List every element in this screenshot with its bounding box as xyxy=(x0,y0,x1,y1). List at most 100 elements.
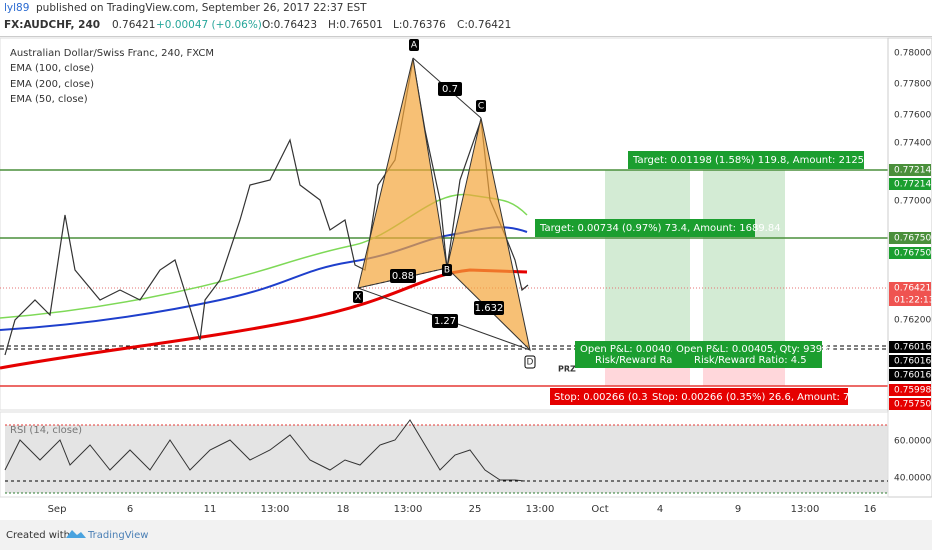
price-label: 0.76750 xyxy=(894,249,931,259)
close: C:0.76421 xyxy=(457,19,511,31)
open: O:0.76423 xyxy=(262,19,317,31)
target-label: Target: 0.01198 (1.58%) 119.8, Amount: 2… xyxy=(632,155,880,166)
time-label: 25 xyxy=(469,504,482,515)
price-path xyxy=(4,59,529,356)
rr-label: Risk/Reward Ratio: 4.5 xyxy=(595,355,708,366)
target-label: Target: 0.00734 (0.97%) 73.4, Amount: 16… xyxy=(539,223,781,234)
point-label: B xyxy=(444,266,450,276)
price-label: 0.77400 xyxy=(894,139,931,149)
price-label: 0.77214 xyxy=(894,180,931,190)
time-label: 9 xyxy=(735,504,741,515)
time-label: 6 xyxy=(127,504,133,515)
ratio-label: 1.632 xyxy=(475,303,504,314)
price-label: 0.78000 xyxy=(894,49,931,59)
brand[interactable]: TradingView xyxy=(87,530,148,541)
countdown: 01:22:13 xyxy=(894,296,932,306)
price-tag xyxy=(889,355,931,367)
rsi-axis-label: 60.0000 xyxy=(894,437,931,447)
price-tag xyxy=(889,164,931,176)
price-tag xyxy=(889,294,931,306)
time-label: Sep xyxy=(48,504,67,515)
divider xyxy=(0,36,932,37)
ratio-box xyxy=(390,269,416,283)
time-label: 16 xyxy=(864,504,877,515)
point-box xyxy=(353,291,363,303)
target-box xyxy=(535,219,755,237)
main-pane: A C X B D 0.7 0.88 1.632 1.27 PRZ Target… xyxy=(0,37,889,411)
published: published on TradingView.com, September … xyxy=(36,2,367,14)
high: H:0.76501 xyxy=(328,19,383,31)
ratio-box xyxy=(432,314,458,328)
point-label: A xyxy=(411,41,418,51)
legend-item: EMA (100, close) xyxy=(10,63,94,74)
symbol: FX:AUDCHF, 240 xyxy=(4,19,100,31)
price-label: 0.75750 xyxy=(894,400,931,410)
user[interactable]: lyl89 xyxy=(4,2,29,14)
price-tag xyxy=(889,384,931,396)
time-label: 13:00 xyxy=(526,504,555,515)
point-label: C xyxy=(478,102,484,112)
stop-box xyxy=(550,388,650,405)
price-label: 0.76016 xyxy=(894,343,931,353)
time-axis: Sep 6 11 13:00 18 13:00 25 13:00 Oct 4 9… xyxy=(48,504,877,515)
point-label: X xyxy=(355,293,361,303)
price-tag xyxy=(889,178,931,190)
ema-200 xyxy=(0,268,528,370)
stop-box xyxy=(648,388,848,405)
time-label: 13:00 xyxy=(791,504,820,515)
rsi-axis-label: 40.0000 xyxy=(894,474,931,484)
change: +0.00047 (+0.06%) xyxy=(156,19,262,31)
rsi-title: RSI (14, close) xyxy=(10,425,82,436)
rr-label: Risk/Reward Ratio: 4.5 xyxy=(694,355,807,366)
pnl-box xyxy=(575,341,675,368)
footer xyxy=(0,520,932,550)
point-box xyxy=(409,39,419,51)
pnl-box xyxy=(672,341,822,368)
time-label: 13:00 xyxy=(394,504,423,515)
rsi-line xyxy=(4,419,526,482)
price-label: 0.77000 xyxy=(894,197,931,207)
point-box xyxy=(524,355,536,369)
price-tag xyxy=(889,369,931,381)
time-label: 18 xyxy=(337,504,350,515)
price-label: 0.76016 xyxy=(894,357,931,367)
time-label: 13:00 xyxy=(261,504,290,515)
stop-label: Stop: 0.00266 (0.35%) 26.6, Amount: 750 xyxy=(652,392,862,403)
price-label: 0.77600 xyxy=(894,111,931,121)
stop-label: Stop: 0.00266 (0.35%) 26.6, Amount: 750 xyxy=(554,392,764,403)
rsi-band xyxy=(5,425,888,493)
price-label: 0.76016 xyxy=(894,371,931,381)
time-label: 4 xyxy=(657,504,663,515)
price-label: 0.76200 xyxy=(894,316,931,326)
ratio-box xyxy=(438,82,462,96)
ratio-box xyxy=(474,301,504,315)
axis-bg xyxy=(887,37,932,498)
price-tag xyxy=(889,341,931,353)
price-tag xyxy=(889,282,931,294)
last: 0.76421 xyxy=(112,19,155,31)
point-box xyxy=(476,100,486,112)
price-label: 0.77214 xyxy=(894,166,931,176)
point-box xyxy=(442,264,452,276)
price-label: 0.77800 xyxy=(894,80,931,90)
price-label: 0.76750 xyxy=(894,234,931,244)
ratio-label: 0.7 xyxy=(442,84,458,95)
point-label: D xyxy=(527,358,534,368)
price-tag xyxy=(889,232,931,244)
logo xyxy=(66,530,86,538)
pnl-label: Open P&L: 0.00405, Qty: 93984 xyxy=(676,344,835,355)
price-tag xyxy=(889,398,931,410)
price-label: 0.75998 xyxy=(894,386,931,396)
price-label: 0.76421 xyxy=(894,284,931,294)
price-tag xyxy=(889,247,931,259)
pnl-label: Open P&L: 0.00405, xyxy=(580,344,680,355)
legend-item: Australian Dollar/Swiss Franc, 240, FXCM xyxy=(10,48,214,59)
low: L:0.76376 xyxy=(393,19,446,31)
footer-text: Created with xyxy=(6,530,70,541)
profit-zone xyxy=(703,170,785,346)
target-box xyxy=(628,151,864,169)
ratio-label: 1.27 xyxy=(434,316,456,327)
prz-label: PRZ xyxy=(558,365,576,374)
ratio-label: 0.88 xyxy=(392,271,414,282)
